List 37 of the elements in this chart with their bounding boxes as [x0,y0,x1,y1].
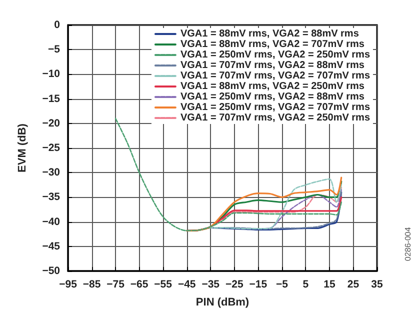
x-tick-label: −95 [59,278,78,290]
legend-label: VGA1 = 250mV rms, VGA2 = 250mV rms [180,50,370,60]
legend-label: VGA1 = 707mV rms, VGA2 = 707mV rms [180,70,370,82]
legend-label: VGA1 = 88mV rms, VGA2 = 250mV rms [180,81,365,92]
y-tick-label: −30 [42,166,60,179]
y-tick-label: −15 [42,92,60,105]
x-tick-label: −65 [130,278,148,290]
y-axis-title: EVM (dB) [16,123,28,172]
legend-label: VGA1 = 707mV rms, VGA2 = 250mV rms [180,112,370,124]
y-tick-label: −35 [42,191,60,204]
legend-label: VGA1 = 250mV rms, VGA2 = 707mV rms [180,102,370,113]
y-tick-label: −25 [42,142,60,154]
legend-label: VGA1 = 250mV rms, VGA2 = 88mV rms [180,92,365,102]
x-tick-label: −35 [202,278,220,290]
y-tick-label: −45 [42,240,60,252]
x-tick-label: 25 [347,278,360,290]
text: 0286-004 [404,226,412,261]
x-tick-label: −85 [82,278,101,290]
x-tick-label: −55 [154,278,172,290]
x-tick-label: −25 [225,278,244,290]
y-tick-label: 0 [54,19,60,31]
y-tick-label: −40 [42,216,60,228]
x-tick-label: 15 [324,278,336,290]
x-tick-label: −45 [178,278,196,290]
y-tick-label: −20 [42,117,60,130]
legend-label: VGA1 = 88mV rms, VGA2 = 707mV rms [180,39,365,50]
y-tick-label: −10 [42,68,60,80]
y-tick-label: −5 [48,44,60,56]
y-tick-label: −50 [42,265,60,277]
legend-label: VGA1 = 88mV rms, VGA2 = 88mV rms [180,28,360,40]
x-tick-label: −15 [249,278,268,290]
x-tick-label: −75 [106,278,125,290]
x-tick-label: 35 [371,278,383,290]
x-tick-label: −5 [276,278,288,290]
x-tick-label: 5 [302,278,309,290]
legend-label: VGA1 = 707mV rms, VGA2 = 88mV rms [180,60,365,71]
x-axis-title: PIN (dBm) [196,296,250,308]
